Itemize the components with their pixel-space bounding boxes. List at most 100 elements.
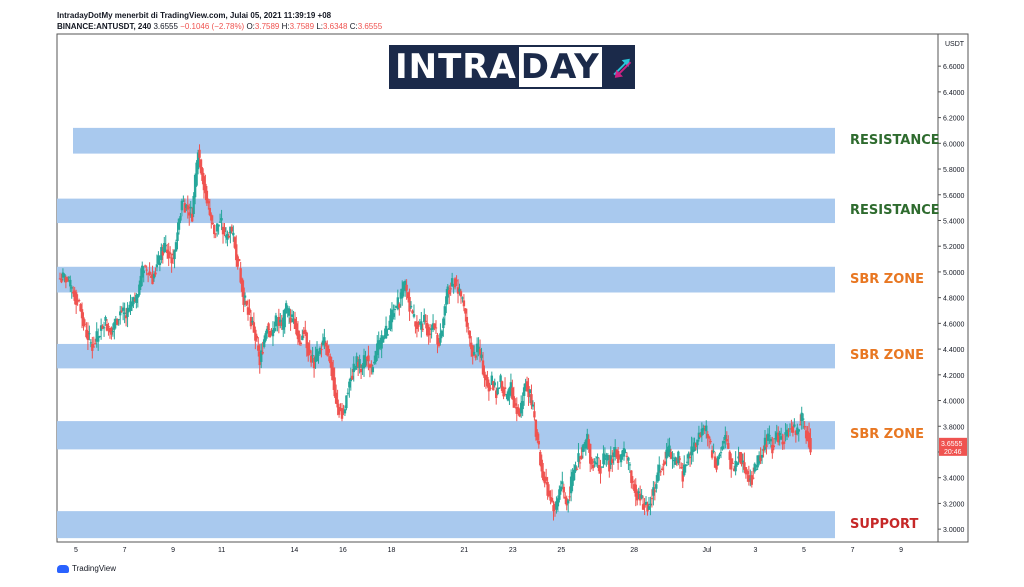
- candle-body: [707, 436, 711, 439]
- candle-body: [677, 451, 680, 464]
- publisher-line: IntradayDotMy menerbit di TradingView.co…: [57, 11, 332, 20]
- candle-body: [497, 387, 501, 389]
- candle-body: [599, 467, 602, 474]
- candle-body: [774, 438, 777, 440]
- candle-body: [177, 218, 181, 230]
- candle-body: [409, 305, 413, 308]
- candle-body: [327, 349, 330, 353]
- candle-body: [399, 292, 402, 299]
- candle-body: [204, 183, 207, 194]
- candle-body: [474, 355, 477, 358]
- candle-body: [568, 496, 571, 498]
- candle-body: [719, 452, 723, 454]
- candle-body: [411, 310, 414, 314]
- candle-body: [293, 318, 297, 330]
- candle-body: [331, 367, 335, 381]
- candle-body: [336, 399, 339, 408]
- candle-body: [102, 327, 106, 329]
- candle-body: [246, 307, 250, 315]
- candle-body: [89, 342, 93, 344]
- candle-body: [417, 321, 420, 327]
- candle-body: [624, 451, 627, 453]
- candle-body: [809, 438, 812, 453]
- candle-body: [499, 375, 502, 382]
- candle-body: [578, 462, 582, 464]
- candle-body: [603, 457, 607, 460]
- candle-body: [611, 459, 614, 463]
- candle-body: [402, 282, 405, 289]
- x-tick-label: 16: [339, 547, 347, 554]
- candle-body: [700, 428, 704, 436]
- open-value: 3.7589: [254, 22, 280, 31]
- candle-body: [583, 443, 586, 446]
- candle-body: [496, 388, 499, 395]
- candle-body: [138, 284, 141, 295]
- candle-body: [656, 472, 659, 482]
- candle-body: [311, 355, 314, 357]
- candle-body: [130, 302, 134, 307]
- candle-body: [186, 205, 189, 210]
- candle-body: [731, 462, 734, 464]
- candle-body: [505, 394, 508, 396]
- candle-body: [550, 497, 554, 502]
- high-value: 3.7589: [289, 22, 315, 31]
- candle-body: [734, 460, 737, 472]
- candle-body: [205, 190, 209, 204]
- candle-body: [427, 327, 430, 336]
- zone-label: RESISTANCE: [850, 202, 940, 218]
- candle-body: [218, 221, 222, 223]
- candle-body: [525, 381, 529, 392]
- candle-body: [408, 297, 411, 312]
- candle-body: [807, 432, 811, 448]
- candle-body: [412, 314, 416, 317]
- candle-body: [245, 300, 248, 305]
- candle-body: [594, 462, 598, 465]
- candle-body: [663, 461, 667, 465]
- candle-body: [132, 297, 135, 305]
- candle-body: [543, 476, 546, 484]
- candle-body: [383, 335, 386, 338]
- close-label: C:: [349, 22, 358, 31]
- candle-body: [574, 465, 577, 472]
- candle-body: [326, 345, 329, 356]
- candle-body: [565, 498, 568, 506]
- candle-body: [393, 309, 397, 311]
- candle-body: [646, 503, 649, 512]
- candle-body: [317, 354, 320, 356]
- x-tick-label: 14: [291, 547, 299, 554]
- candle-body: [232, 232, 235, 236]
- x-tick-label: 5: [74, 547, 78, 554]
- candle-body: [484, 374, 488, 381]
- last-price: 3.6555: [153, 22, 178, 31]
- candle-body: [265, 328, 269, 334]
- candle-body: [495, 390, 498, 399]
- candle-body: [193, 174, 197, 198]
- candle-body: [320, 349, 323, 351]
- candle-body: [235, 244, 238, 261]
- candle-body: [747, 475, 751, 482]
- candle-body: [581, 445, 585, 452]
- candle-body: [609, 455, 612, 465]
- candle-body: [471, 345, 474, 357]
- candle-body: [490, 375, 494, 385]
- candle-body: [198, 149, 201, 158]
- candle-body: [803, 426, 806, 428]
- candle-body: [377, 340, 380, 350]
- candle-body: [446, 286, 449, 298]
- candle-body: [329, 356, 332, 364]
- candle-body: [213, 224, 216, 235]
- zone-band: [73, 127, 835, 154]
- candle-body: [628, 464, 632, 466]
- candle-body: [378, 340, 382, 345]
- candle-body: [735, 462, 739, 466]
- candle-body: [640, 495, 643, 499]
- candle-body: [155, 264, 159, 268]
- candle-body: [542, 471, 545, 481]
- candle-body: [762, 449, 765, 451]
- candle-body: [569, 476, 573, 494]
- candle-body: [324, 342, 328, 347]
- candle-body: [318, 348, 322, 354]
- candle-body: [167, 251, 170, 259]
- y-tick-label: 4.4000: [943, 347, 965, 354]
